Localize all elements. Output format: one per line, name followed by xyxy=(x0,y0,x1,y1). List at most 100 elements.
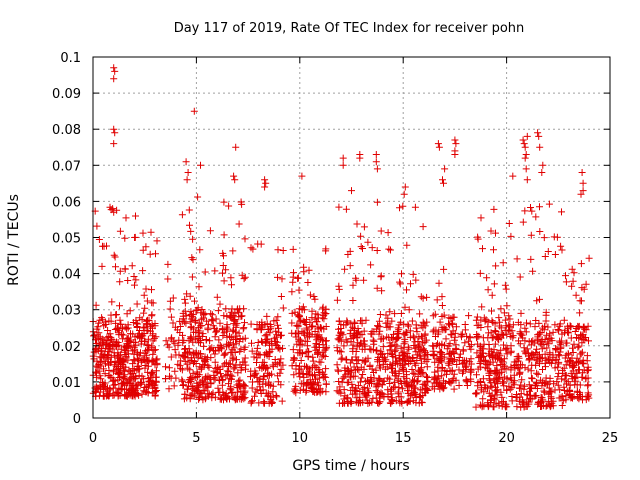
data-point xyxy=(149,350,157,358)
data-point xyxy=(312,310,320,318)
data-point xyxy=(206,345,214,353)
data-point-outlier xyxy=(232,143,240,151)
data-point-outlier xyxy=(190,107,198,115)
data-point xyxy=(152,367,160,375)
data-point xyxy=(217,370,224,378)
data-point xyxy=(419,318,427,326)
data-point xyxy=(131,389,139,397)
data-point xyxy=(295,305,303,313)
data-point xyxy=(254,240,262,248)
data-point xyxy=(105,371,113,379)
data-point xyxy=(546,330,554,338)
data-point xyxy=(569,344,576,352)
data-point xyxy=(408,317,416,325)
data-point xyxy=(516,368,524,376)
data-point xyxy=(566,357,574,365)
data-point xyxy=(251,392,258,400)
data-point xyxy=(523,319,530,327)
data-point xyxy=(452,323,460,331)
data-point xyxy=(250,353,258,361)
data-point xyxy=(444,359,452,367)
data-point xyxy=(192,360,200,367)
data-point xyxy=(488,291,496,299)
data-point xyxy=(521,382,529,390)
data-point xyxy=(241,394,249,402)
data-point xyxy=(196,246,204,254)
data-point xyxy=(116,370,124,378)
data-point xyxy=(101,350,109,358)
data-point xyxy=(308,307,316,315)
data-point xyxy=(405,306,413,314)
data-point xyxy=(231,310,239,318)
data-point xyxy=(226,339,234,347)
data-point xyxy=(111,381,119,388)
data-point xyxy=(207,354,215,362)
data-point xyxy=(423,363,431,371)
data-point xyxy=(525,338,533,346)
data-point xyxy=(124,324,132,332)
data-point-outlier xyxy=(440,179,447,187)
data-point xyxy=(105,361,113,369)
data-point xyxy=(485,389,493,397)
data-point xyxy=(213,293,221,301)
y-tick-label: 0.05 xyxy=(52,232,81,247)
data-point xyxy=(396,280,404,288)
data-point xyxy=(467,366,475,374)
data-point xyxy=(348,380,356,388)
data-point xyxy=(583,352,591,360)
data-point xyxy=(423,293,431,301)
data-point xyxy=(428,383,436,391)
data-point xyxy=(533,385,541,392)
data-point-outlier xyxy=(539,161,547,169)
data-point-outlier xyxy=(183,176,191,184)
data-point xyxy=(305,332,313,340)
data-point xyxy=(340,386,348,394)
data-point xyxy=(477,358,485,366)
data-point xyxy=(575,342,583,350)
data-point xyxy=(138,372,146,380)
data-point xyxy=(448,357,456,365)
data-point-outlier xyxy=(535,132,543,140)
data-point xyxy=(183,360,191,368)
data-point xyxy=(169,319,177,327)
data-point xyxy=(527,255,535,263)
data-point xyxy=(162,375,170,383)
data-point xyxy=(405,322,413,330)
data-point xyxy=(422,357,430,365)
data-point xyxy=(186,221,193,229)
data-point xyxy=(319,303,327,311)
data-point xyxy=(333,296,341,304)
data-point xyxy=(508,376,516,384)
data-point xyxy=(208,315,216,323)
data-point xyxy=(357,317,364,325)
data-point xyxy=(261,332,269,340)
data-point xyxy=(193,306,201,314)
data-point xyxy=(507,232,515,240)
data-point xyxy=(187,334,195,342)
data-point xyxy=(235,329,243,337)
data-point xyxy=(114,365,122,373)
data-point xyxy=(357,363,365,371)
data-point xyxy=(495,350,503,358)
data-point xyxy=(306,291,314,299)
data-point xyxy=(503,375,511,383)
data-point xyxy=(574,394,582,402)
data-point xyxy=(218,376,226,384)
data-point xyxy=(480,340,488,348)
data-point xyxy=(549,397,557,405)
data-point xyxy=(320,351,327,359)
data-point xyxy=(111,361,118,369)
data-point xyxy=(118,385,126,393)
data-point xyxy=(423,378,431,386)
data-point xyxy=(124,277,132,284)
data-point xyxy=(477,214,485,222)
data-point xyxy=(375,330,383,338)
data-point xyxy=(430,373,438,381)
data-point xyxy=(279,304,287,312)
data-point xyxy=(143,346,151,354)
data-point xyxy=(497,388,505,396)
data-point xyxy=(544,323,552,331)
data-point xyxy=(270,317,278,325)
data-point xyxy=(516,328,524,336)
data-point xyxy=(297,316,305,324)
